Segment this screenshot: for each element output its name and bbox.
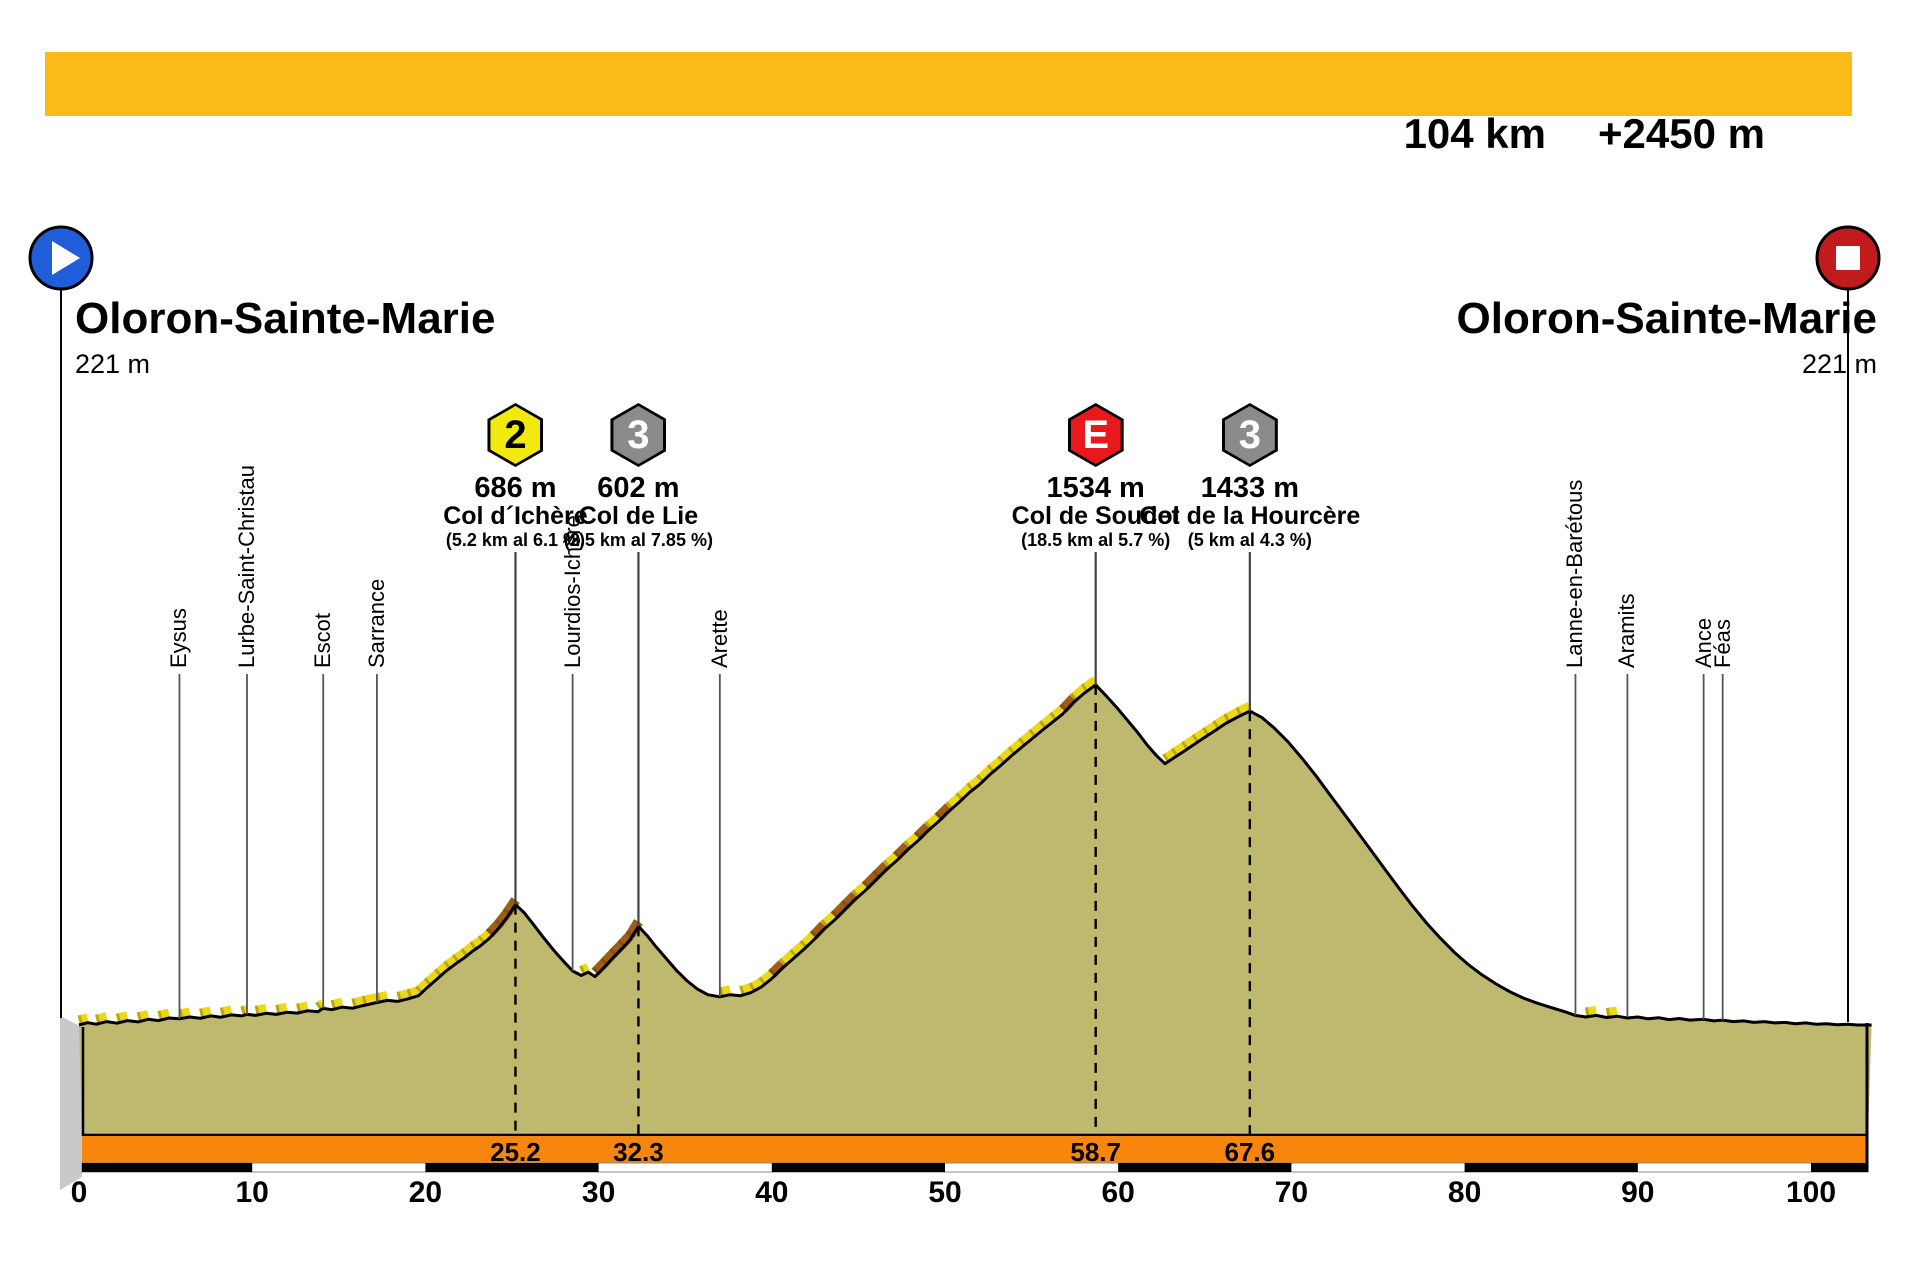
banner-elevation-gain: +2450 m bbox=[1598, 110, 1765, 157]
scale-bar-black-segment bbox=[1811, 1163, 1868, 1172]
town-label: Lanne-en-Barétous bbox=[1562, 479, 1588, 668]
climb-info: 3 602 m Col de Lie (2.5 km al 7.85 %) bbox=[508, 403, 768, 550]
climb-category-number: 3 bbox=[613, 406, 664, 464]
x-axis-tick-label: 40 bbox=[755, 1176, 789, 1209]
climb-category-badge: 3 bbox=[1221, 403, 1278, 467]
climb-category-badge: 3 bbox=[610, 403, 667, 467]
climb-info: 2 686 m Col d´Ichère (5.2 km al 6.1 %) bbox=[385, 403, 645, 550]
start-name: Oloron-Sainte-Marie bbox=[75, 294, 496, 343]
climb-info: E 1534 m Col de Soudet (18.5 km al 5.7 %) bbox=[966, 403, 1226, 550]
climb-name: Col d´Ichère bbox=[443, 502, 588, 530]
climb-gradient: (2.5 km al 7.85 %) bbox=[563, 530, 713, 550]
town-label: Féas bbox=[1709, 619, 1735, 668]
climb-summit-elevation: 1433 m bbox=[1200, 472, 1299, 504]
banner-text: 104 km +2450 m bbox=[1404, 110, 1765, 158]
climb-category-number: 3 bbox=[1224, 406, 1275, 464]
x-axis-tick-label: 20 bbox=[408, 1176, 443, 1209]
x-axis-tick-label: 60 bbox=[1101, 1176, 1135, 1209]
climb-summit-elevation: 602 m bbox=[597, 472, 680, 504]
climb-km-label: 58.7 bbox=[1070, 1137, 1121, 1167]
x-axis-tick-label: 90 bbox=[1621, 1176, 1655, 1209]
climb-summit-elevation: 686 m bbox=[474, 472, 557, 504]
x-axis-tick-label: 0 bbox=[70, 1176, 88, 1209]
climb-info: 3 1433 m Col de la Hourcère (5 km al 4.3 %) bbox=[1120, 403, 1380, 550]
climb-gradient: (5 km al 4.3 %) bbox=[1187, 530, 1312, 550]
climb-name: Col de Soudet bbox=[1011, 502, 1180, 530]
x-axis-tick-label: 70 bbox=[1274, 1176, 1309, 1209]
town-label: Arette bbox=[706, 609, 732, 668]
town-label: Aramits bbox=[1614, 593, 1640, 668]
x-axis-tick-label: 100 bbox=[1785, 1176, 1837, 1209]
scale-bar-black-segment bbox=[425, 1163, 599, 1172]
town-label: Lurbe-Saint-Christau bbox=[234, 465, 259, 668]
finish-stop-icon bbox=[1815, 225, 1881, 291]
profile-side-face bbox=[60, 1016, 82, 1190]
town-label: Sarrance bbox=[363, 578, 389, 668]
banner-distance: 104 km bbox=[1403, 110, 1547, 157]
scale-bar-black-segment bbox=[1464, 1163, 1638, 1172]
climb-gradient: (5.2 km al 6.1 %) bbox=[445, 530, 585, 550]
scale-bar-black-segment bbox=[1118, 1163, 1292, 1172]
climb-km-label: 32.3 bbox=[613, 1137, 664, 1167]
climb-name: Col de Lie bbox=[578, 502, 699, 530]
climb-name: Col de la Hourcère bbox=[1139, 502, 1361, 530]
elevation-profile-area bbox=[79, 684, 1872, 1136]
climb-ribbon-steep bbox=[485, 694, 1077, 978]
town-label: Eysus bbox=[166, 608, 192, 668]
x-axis-tick-label: 10 bbox=[235, 1176, 269, 1209]
km-bar-orange bbox=[82, 1136, 1868, 1163]
climb-summit-elevation: 1534 m bbox=[1046, 472, 1145, 504]
climb-km-label: 25.2 bbox=[490, 1137, 541, 1167]
elevation-profile-outline bbox=[78, 683, 1872, 1027]
finish-elevation: 221 m bbox=[1801, 349, 1877, 379]
start-elevation: 221 m bbox=[75, 349, 151, 379]
climb-gradient: (18.5 km al 5.7 %) bbox=[1021, 530, 1171, 550]
x-axis-tick-label: 50 bbox=[928, 1176, 962, 1209]
climb-ribbon-yellow bbox=[77, 676, 1618, 1026]
climb-category-number: E bbox=[1070, 406, 1121, 464]
climb-km-label: 67.6 bbox=[1224, 1137, 1276, 1167]
start-play-icon bbox=[28, 225, 94, 291]
climb-category-badge: E bbox=[1067, 403, 1124, 467]
scale-bar-black-segment bbox=[82, 1163, 253, 1172]
town-label: Escot bbox=[310, 612, 336, 668]
finish-name: Oloron-Sainte-Marie bbox=[1456, 294, 1878, 343]
x-axis-tick-label: 80 bbox=[1447, 1176, 1482, 1209]
x-axis-tick-label: 30 bbox=[581, 1176, 616, 1209]
scale-bar-black-segment bbox=[771, 1163, 945, 1172]
distance-banner: 104 km +2450 m bbox=[45, 52, 1852, 157]
town-label: Lourdios-Ichère bbox=[559, 515, 585, 668]
